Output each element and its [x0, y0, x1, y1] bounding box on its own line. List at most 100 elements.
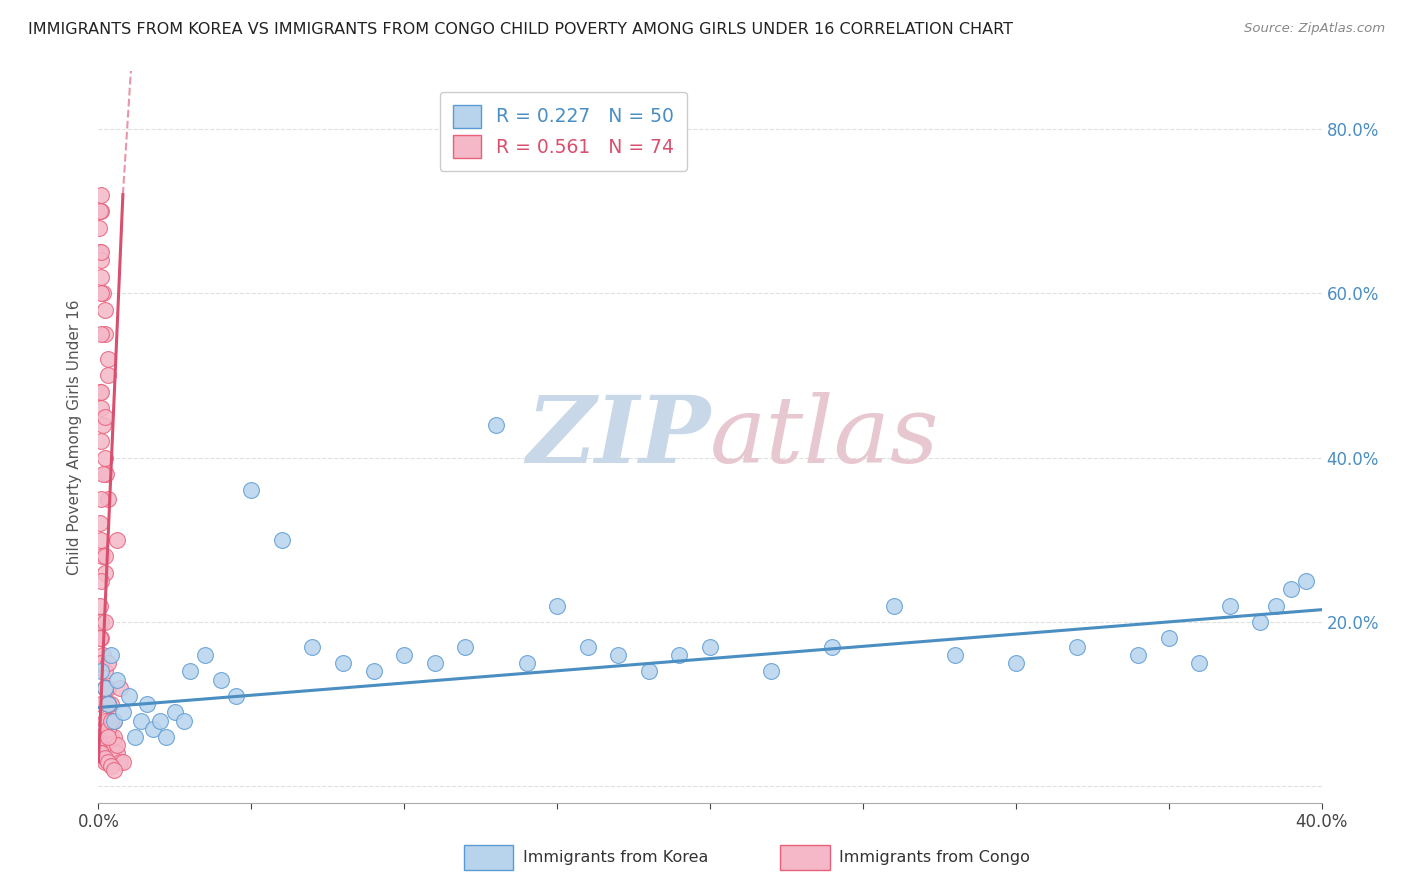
Point — [301, 640, 323, 654]
Point — [454, 640, 477, 654]
Point — [97, 722, 120, 736]
Point — [105, 673, 128, 687]
Point — [89, 730, 111, 744]
Point — [759, 665, 782, 679]
Text: ZIP: ZIP — [526, 392, 710, 482]
Point — [93, 549, 115, 564]
Point — [240, 483, 263, 498]
Point — [100, 714, 122, 728]
Point — [103, 714, 125, 728]
Point — [90, 384, 112, 399]
Point — [111, 706, 134, 720]
Point — [1219, 599, 1241, 613]
Point — [91, 286, 114, 301]
Point — [89, 516, 111, 531]
Point — [90, 434, 112, 449]
Point — [90, 245, 112, 260]
Point — [97, 697, 120, 711]
Point — [89, 384, 111, 399]
Point — [90, 632, 112, 646]
Point — [97, 697, 120, 711]
Point — [1157, 632, 1180, 646]
Point — [1066, 640, 1088, 654]
Point — [93, 714, 115, 728]
Point — [91, 467, 114, 481]
Legend: R = 0.227   N = 50, R = 0.561   N = 74: R = 0.227 N = 50, R = 0.561 N = 74 — [440, 92, 688, 171]
Point — [100, 730, 122, 744]
Point — [93, 327, 115, 342]
Point — [93, 750, 115, 764]
Point — [108, 755, 131, 769]
Point — [90, 204, 112, 219]
Point — [90, 491, 112, 506]
Point — [129, 714, 152, 728]
Point — [142, 722, 165, 736]
Point — [90, 739, 112, 753]
Point — [90, 665, 112, 679]
Point — [97, 755, 120, 769]
Point — [100, 697, 122, 711]
Point — [94, 467, 117, 481]
Point — [1295, 574, 1317, 588]
Point — [105, 533, 128, 547]
Point — [90, 533, 112, 547]
Point — [136, 697, 159, 711]
Point — [392, 648, 416, 662]
Point — [100, 648, 122, 662]
Point — [546, 599, 568, 613]
Point — [225, 689, 247, 703]
Point — [516, 656, 538, 670]
Point — [90, 747, 112, 761]
Point — [97, 368, 120, 383]
Text: IMMIGRANTS FROM KOREA VS IMMIGRANTS FROM CONGO CHILD POVERTY AMONG GIRLS UNDER 1: IMMIGRANTS FROM KOREA VS IMMIGRANTS FROM… — [28, 22, 1014, 37]
Point — [943, 648, 966, 662]
Point — [111, 755, 134, 769]
Point — [89, 220, 111, 235]
Point — [105, 747, 128, 761]
Point — [91, 648, 114, 662]
Point — [699, 640, 721, 654]
Point — [155, 730, 177, 744]
Point — [97, 491, 120, 506]
Text: Immigrants from Congo: Immigrants from Congo — [839, 850, 1031, 864]
Point — [108, 681, 131, 695]
Point — [97, 697, 120, 711]
Point — [194, 648, 217, 662]
Point — [89, 632, 111, 646]
Point — [90, 253, 112, 268]
Text: Source: ZipAtlas.com: Source: ZipAtlas.com — [1244, 22, 1385, 36]
Point — [90, 327, 112, 342]
Point — [97, 351, 120, 366]
Point — [637, 665, 661, 679]
Point — [270, 533, 292, 547]
Point — [90, 187, 112, 202]
Point — [93, 302, 115, 317]
Point — [1264, 599, 1286, 613]
Point — [90, 656, 112, 670]
Point — [91, 747, 114, 761]
Point — [93, 681, 115, 695]
Point — [90, 286, 112, 301]
Point — [1279, 582, 1302, 596]
Point — [179, 665, 201, 679]
Point — [105, 739, 128, 753]
Point — [607, 648, 630, 662]
Point — [97, 730, 120, 744]
Point — [821, 640, 844, 654]
Point — [332, 656, 354, 670]
Point — [93, 665, 115, 679]
Point — [103, 763, 125, 777]
Point — [90, 615, 112, 629]
Point — [90, 269, 112, 284]
Point — [423, 656, 446, 670]
Point — [883, 599, 905, 613]
Point — [93, 409, 115, 424]
Point — [91, 417, 114, 432]
Point — [89, 599, 111, 613]
Text: Immigrants from Korea: Immigrants from Korea — [523, 850, 709, 864]
Point — [93, 566, 115, 580]
Y-axis label: Child Poverty Among Girls Under 16: Child Poverty Among Girls Under 16 — [66, 300, 82, 574]
Point — [103, 730, 125, 744]
Point — [173, 714, 195, 728]
Point — [97, 656, 120, 670]
